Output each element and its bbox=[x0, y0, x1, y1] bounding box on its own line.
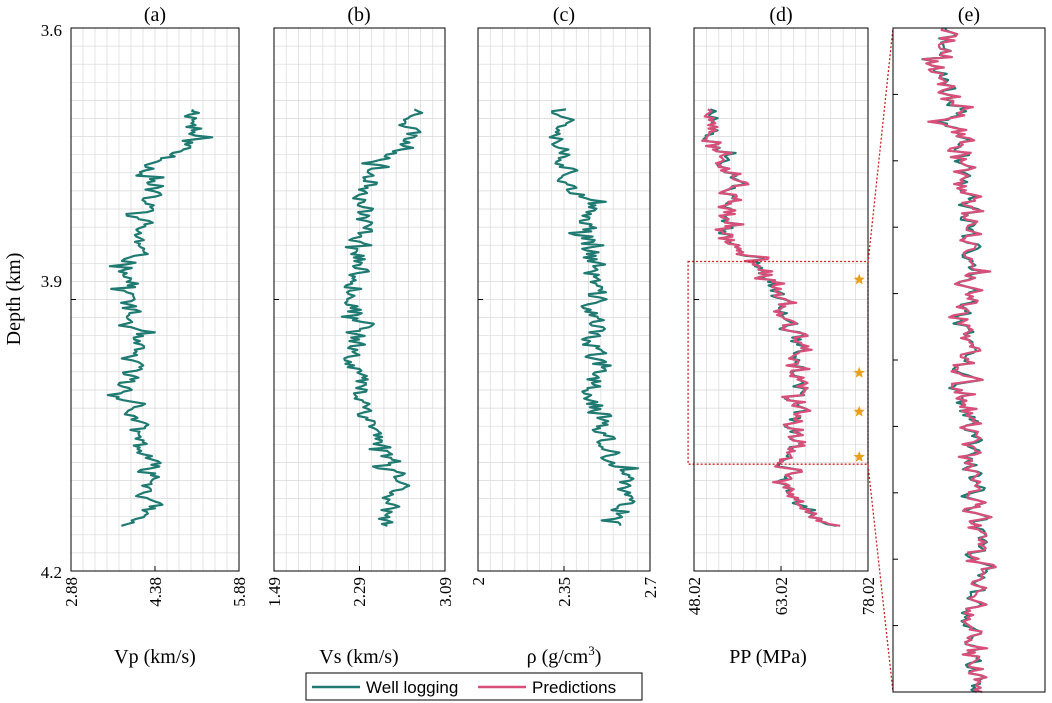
y-tick-label-2: 4.2 bbox=[41, 563, 62, 582]
legend-box bbox=[305, 672, 643, 701]
panel-c-frame bbox=[477, 27, 651, 572]
legend-label-pred: Predictions bbox=[532, 678, 616, 697]
panel-d-x-tick-2: 78.02 bbox=[859, 577, 878, 615]
panel-d-markers bbox=[853, 273, 865, 462]
panel-e-plot-area bbox=[893, 28, 1045, 692]
zoom-connector-top bbox=[867, 27, 894, 264]
panel-b-x-label: Vs (km/s) bbox=[319, 646, 398, 668]
panel-a-grid bbox=[70, 27, 240, 572]
panel-e-series bbox=[921, 27, 997, 694]
panel-d-star-marker-2 bbox=[853, 405, 865, 417]
panel-b-line-well-logging bbox=[340, 108, 424, 527]
panel-c-series bbox=[548, 108, 639, 526]
panel-a-x-tick-1: 4.38 bbox=[146, 577, 165, 607]
panel-d-star-marker-0 bbox=[853, 273, 865, 285]
panel-c-title: (c) bbox=[553, 4, 575, 26]
panel-c-x-label: ρ (g/cm3) bbox=[527, 643, 602, 668]
panel-d-x-label: PP (MPa) bbox=[729, 646, 807, 668]
panel-b-frame bbox=[273, 27, 446, 572]
panel-b-title: (b) bbox=[347, 4, 370, 26]
panel-a-series bbox=[106, 109, 214, 527]
panel-d-star-marker-3 bbox=[853, 451, 865, 462]
legend-label-well: Well logging bbox=[366, 678, 458, 697]
y-axis-label: Depth (km) bbox=[3, 253, 25, 346]
panel-a-line-well-logging bbox=[106, 109, 214, 527]
panel-c-x-tick-2: 2.7 bbox=[641, 577, 660, 599]
panel-c-line-well-logging bbox=[548, 108, 639, 526]
panel-e-line-predictions bbox=[922, 27, 997, 694]
panel-b-x-tick-0: 1.49 bbox=[265, 577, 284, 607]
panel-c: (c) 2 2.35 2.7 ρ (g/cm3) bbox=[469, 4, 660, 668]
y-tick-label-1: 3.9 bbox=[41, 272, 62, 291]
panel-d: (d) 48.02 63.02 78.02 PP (MPa) bbox=[685, 4, 878, 668]
panel-c-x-tick-0: 2 bbox=[469, 577, 488, 586]
panel-b-x-tick-2: 3.09 bbox=[436, 577, 455, 607]
panel-c-x-tick-1: 2.35 bbox=[555, 577, 574, 607]
panel-e: (e) bbox=[892, 4, 1046, 694]
panel-e-title: (e) bbox=[958, 4, 980, 26]
y-tick-label-0: 3.6 bbox=[41, 21, 62, 40]
legend: Well logging Predictions bbox=[305, 672, 643, 701]
panel-d-series bbox=[701, 108, 841, 527]
panel-c-grid bbox=[477, 27, 651, 572]
panel-a-x-label: Vp (km/s) bbox=[114, 646, 196, 668]
panel-e-ticks bbox=[893, 93, 898, 627]
panel-b-grid bbox=[273, 27, 446, 572]
panel-b: (b) 1.49 2.29 3.09 Vs (km/s) bbox=[265, 4, 455, 668]
panel-d-x-tick-0: 48.02 bbox=[685, 577, 704, 615]
panel-a-x-tick-2: 5.88 bbox=[230, 577, 249, 607]
panel-d-grid bbox=[693, 27, 869, 572]
panel-d-star-marker-1 bbox=[853, 366, 865, 378]
panel-e-frame bbox=[892, 27, 1046, 693]
panel-a-frame bbox=[70, 27, 240, 572]
panel-a: (a) 2.88 4.38 5.88 Vp (km/s) bbox=[62, 4, 249, 668]
panel-b-series bbox=[340, 108, 424, 527]
panel-d-line-predictions bbox=[701, 108, 841, 527]
panel-d-x-tick-1: 63.02 bbox=[772, 577, 791, 615]
panel-d-title: (d) bbox=[769, 4, 792, 26]
panel-a-x-tick-0: 2.88 bbox=[62, 577, 81, 607]
panel-b-x-tick-1: 2.29 bbox=[350, 577, 369, 607]
panel-d-frame bbox=[693, 27, 869, 572]
panel-a-title: (a) bbox=[144, 4, 166, 26]
